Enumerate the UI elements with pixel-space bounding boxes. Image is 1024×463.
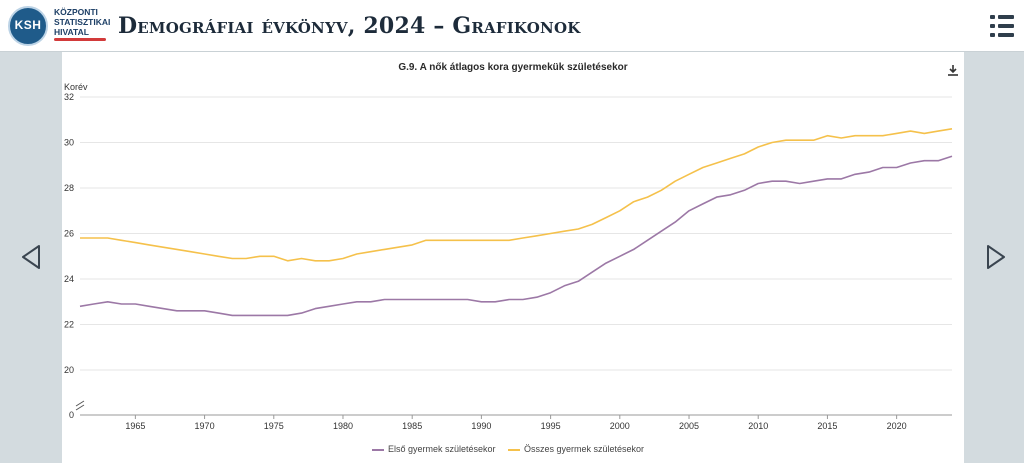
chart-title: G.9. A nők átlagos kora gyermekük szület… xyxy=(398,62,628,73)
line-chart: 0 20 22 24 26 28 30 32 1965 1970 1975 1980 1985 1990 1… xyxy=(64,92,953,431)
ksh-logo-emblem xyxy=(8,6,48,46)
ksh-logo[interactable]: KSH KÖZPONTI STATISZTIKAI HIVATAL xyxy=(8,6,118,46)
y-axis-label: Korév xyxy=(64,82,88,92)
y-tick-label: 24 xyxy=(64,274,74,284)
x-tick-label: 2000 xyxy=(610,421,630,431)
x-tick-label: 2005 xyxy=(679,421,699,431)
x-tick-label: 1995 xyxy=(541,421,561,431)
series-line-first-child xyxy=(79,155,953,317)
triangle-right-icon[interactable] xyxy=(985,244,1007,270)
x-tick-label: 1965 xyxy=(125,421,145,431)
legend-swatch xyxy=(372,448,384,451)
x-tick-label: 1970 xyxy=(195,421,215,431)
ksh-logo-abbr: KSH xyxy=(14,18,42,32)
x-tick-label: 1990 xyxy=(471,421,491,431)
app-header: KSH KÖZPONTI STATISZTIKAI HIVATAL Demogr… xyxy=(0,0,1024,52)
legend-label: Első gyermek születésekor xyxy=(388,444,496,454)
y-tick-label: 22 xyxy=(64,320,74,330)
ksh-logo-text: KÖZPONTI STATISZTIKAI HIVATAL xyxy=(54,7,110,37)
hamburger-menu-icon[interactable] xyxy=(990,14,1014,38)
chart-legend: Első gyermek születésekor Összes gyermek… xyxy=(62,444,964,458)
x-tick-label: 2020 xyxy=(887,421,907,431)
x-tick-label: 2010 xyxy=(748,421,768,431)
y-tick-label: 30 xyxy=(64,138,74,148)
x-tick-label: 1985 xyxy=(402,421,422,431)
triangle-left-icon[interactable] xyxy=(20,244,42,270)
x-tick-label: 1975 xyxy=(264,421,284,431)
legend-swatch xyxy=(508,448,520,451)
ksh-logo-line: STATISZTIKAI xyxy=(54,17,111,27)
legend-item-all-children[interactable]: Összes gyermek születésekor xyxy=(508,444,644,458)
y-tick-label: 28 xyxy=(64,183,74,193)
y-tick-label: 20 xyxy=(64,365,74,375)
axis-break-mark xyxy=(75,400,85,407)
download-icon[interactable] xyxy=(946,63,960,77)
ksh-logo-swoosh xyxy=(54,38,106,41)
y-tick-label: 32 xyxy=(64,92,74,102)
ksh-logo-line: HIVATAL xyxy=(54,27,89,37)
y-tick-label: 0 xyxy=(69,410,74,420)
legend-label: Összes gyermek születésekor xyxy=(524,444,645,454)
axis-break-mark xyxy=(75,404,85,411)
ksh-logo-line: KÖZPONTI xyxy=(54,7,98,17)
chart-panel: 0 20 22 24 26 28 30 32 1965 1970 1975 1980 1985 1990 1… xyxy=(62,52,964,463)
y-tick-label: 26 xyxy=(64,229,74,239)
legend-item-first-child[interactable]: Első gyermek születésekor xyxy=(372,444,496,458)
x-tick-label: 1980 xyxy=(333,421,353,431)
series-line-all-children xyxy=(80,128,953,262)
page-title: Demográfiai évkönyv, 2024 – Grafikonok xyxy=(118,13,581,39)
x-tick-label: 2015 xyxy=(817,421,837,431)
